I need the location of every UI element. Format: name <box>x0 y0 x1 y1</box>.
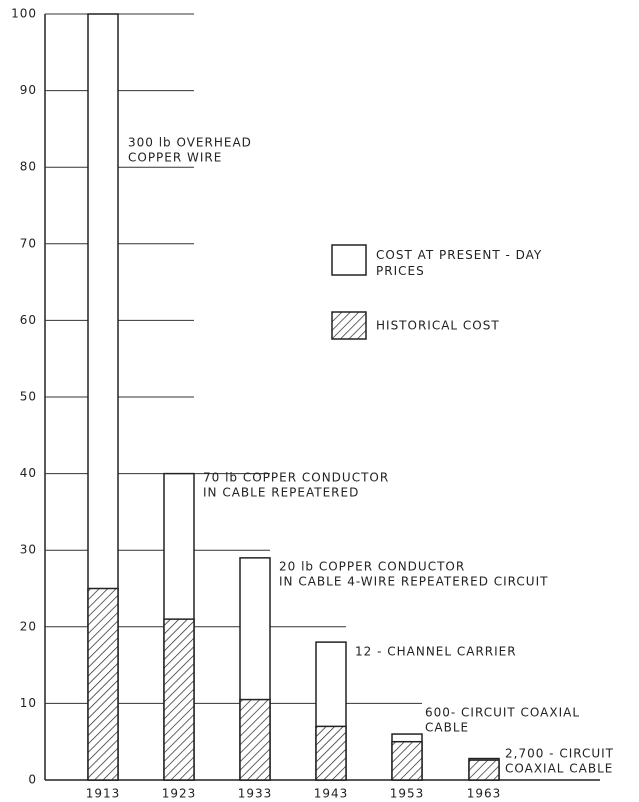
bar-annotation: IN CABLE 4-WIRE REPEATERED CIRCUIT <box>279 575 548 589</box>
y-tick-label: 10 <box>20 696 37 710</box>
bar-annotation: COAXIAL CABLE <box>505 762 613 776</box>
bar <box>87 587 119 781</box>
bar <box>315 725 347 781</box>
y-tick-label: 80 <box>20 160 37 174</box>
bar-annotation: 600- CIRCUIT COAXIAL <box>425 706 580 720</box>
bar <box>163 618 195 781</box>
legend-label: COST AT PRESENT - DAY PRICES <box>376 248 542 278</box>
x-tick-label: 1953 <box>390 787 425 801</box>
bar <box>391 740 423 781</box>
y-tick-label: 50 <box>20 390 37 404</box>
legend-swatch <box>331 311 367 340</box>
bar-annotation: CABLE <box>425 721 469 735</box>
y-tick-label: 60 <box>20 313 37 327</box>
x-tick-label: 1913 <box>86 787 121 801</box>
x-tick-label: 1933 <box>238 787 273 801</box>
x-tick-label: 1923 <box>162 787 197 801</box>
bar-annotation: IN CABLE REPEATERED <box>203 486 359 500</box>
y-tick-label: 40 <box>20 466 37 480</box>
x-tick-label: 1963 <box>467 787 502 801</box>
bar-annotation: 300 lb OVERHEAD <box>128 136 252 150</box>
legend-swatch <box>331 244 367 276</box>
legend-label: HISTORICAL COST <box>376 319 500 333</box>
y-tick-label: 90 <box>20 83 37 97</box>
bar-annotation: 12 - CHANNEL CARRIER <box>355 645 517 659</box>
bar-annotation: COPPER WIRE <box>128 151 222 165</box>
bar-annotation: 20 lb COPPER CONDUCTOR <box>279 560 465 574</box>
y-tick-label: 100 <box>11 7 37 21</box>
y-tick-label: 0 <box>28 773 37 787</box>
bar <box>239 698 271 781</box>
y-tick-label: 30 <box>20 543 37 557</box>
bar <box>468 759 500 781</box>
bar-annotation: 70 lb COPPER CONDUCTOR <box>203 471 389 485</box>
y-tick-label: 20 <box>20 619 37 633</box>
y-tick-label: 70 <box>20 236 37 250</box>
bar-annotation: 2,700 - CIRCUIT <box>505 747 614 761</box>
x-tick-label: 1943 <box>314 787 349 801</box>
